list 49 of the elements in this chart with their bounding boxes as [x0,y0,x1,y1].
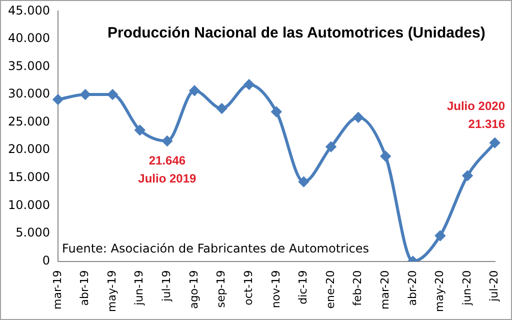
point [462,170,472,181]
x-tick-label: abr-20 [406,270,419,306]
x-tick-label: may-19 [105,270,118,312]
y-tick-label: 5.000 [16,226,50,240]
x-tick-label: mar-20 [378,270,392,310]
annotation: Fuente: Asociación de Fabricantes de Automotrices [62,241,370,256]
y-tick-label: 30.000 [8,86,50,101]
x-tick-label: jul-19 [160,270,174,302]
y-tick-label: 35.000 [8,58,50,73]
text: Producción Nacional de las Automotrices (Unidades) [107,24,486,42]
x-tick-label: dic-19 [296,270,310,304]
y-tick-label: 40.000 [8,31,50,46]
x-tick-label: jun-20 [460,270,474,306]
y-tick-label: 20.000 [8,142,50,156]
y-tick-label: 45.000 [8,3,50,18]
x-tick-label: jul-20 [488,270,501,302]
y-tick-label: 10.000 [8,198,50,212]
x-tick-label: ago-19 [187,270,200,309]
x-tick-label: nov-19 [269,270,282,308]
y-tick-label: 25.000 [8,114,50,128]
y-tick-label: 0 [42,253,50,268]
point [189,86,200,96]
point [244,80,254,90]
x-tick-label: abr-19 [78,270,92,306]
point [326,142,336,152]
x-tick-label: oct-19 [242,270,255,306]
point [435,230,446,241]
x-tick-label: ene-20 [324,270,337,309]
point [162,136,172,146]
point [52,94,63,105]
point [298,176,309,187]
y-tick-label: 15.000 [8,170,50,184]
point [490,138,500,148]
x-tick-label: mar-19 [50,270,64,310]
annotation: Julio 2019 [138,171,197,186]
point [134,125,145,136]
x-tick-label: sep-19 [214,270,228,308]
annotation: 21.316 [468,117,506,132]
point [380,151,391,162]
annotation: 21.646 [148,153,186,168]
point [216,103,227,114]
annotation: Julio 2020 [446,99,506,114]
x-tick-label: feb-20 [351,270,364,306]
x-tick-label: jun-19 [132,270,146,306]
x-tick-label: may-20 [433,270,446,312]
point [80,90,90,100]
point [271,106,282,117]
point [108,90,118,100]
point [353,112,364,122]
